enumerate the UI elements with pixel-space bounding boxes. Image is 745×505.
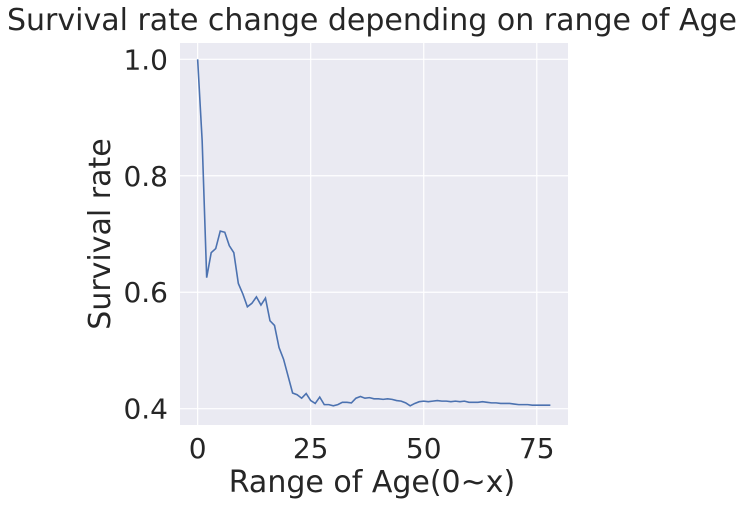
x-tick-label: 50 (406, 432, 442, 465)
y-tick-label: 0.6 (123, 276, 168, 309)
y-tick-label: 0.8 (123, 160, 168, 193)
y-axis-label: Survival rate (83, 138, 118, 329)
grid-lines (180, 43, 568, 425)
plot-area (180, 43, 568, 425)
x-tick-labels: 0 25 50 75 (189, 432, 555, 465)
x-tick-label: 0 (189, 432, 207, 465)
survival-rate-line (196, 59, 551, 407)
y-tick-label: 0.4 (123, 393, 168, 426)
x-tick-label: 25 (293, 432, 329, 465)
chart-title: Survival rate change depending on range … (7, 3, 737, 38)
x-tick-label: 75 (519, 432, 555, 465)
y-tick-label: 1.0 (123, 43, 168, 76)
x-axis-label: Range of Age(0~x) (229, 465, 515, 500)
y-tick-labels: 0.4 0.6 0.8 1.0 (123, 43, 168, 425)
